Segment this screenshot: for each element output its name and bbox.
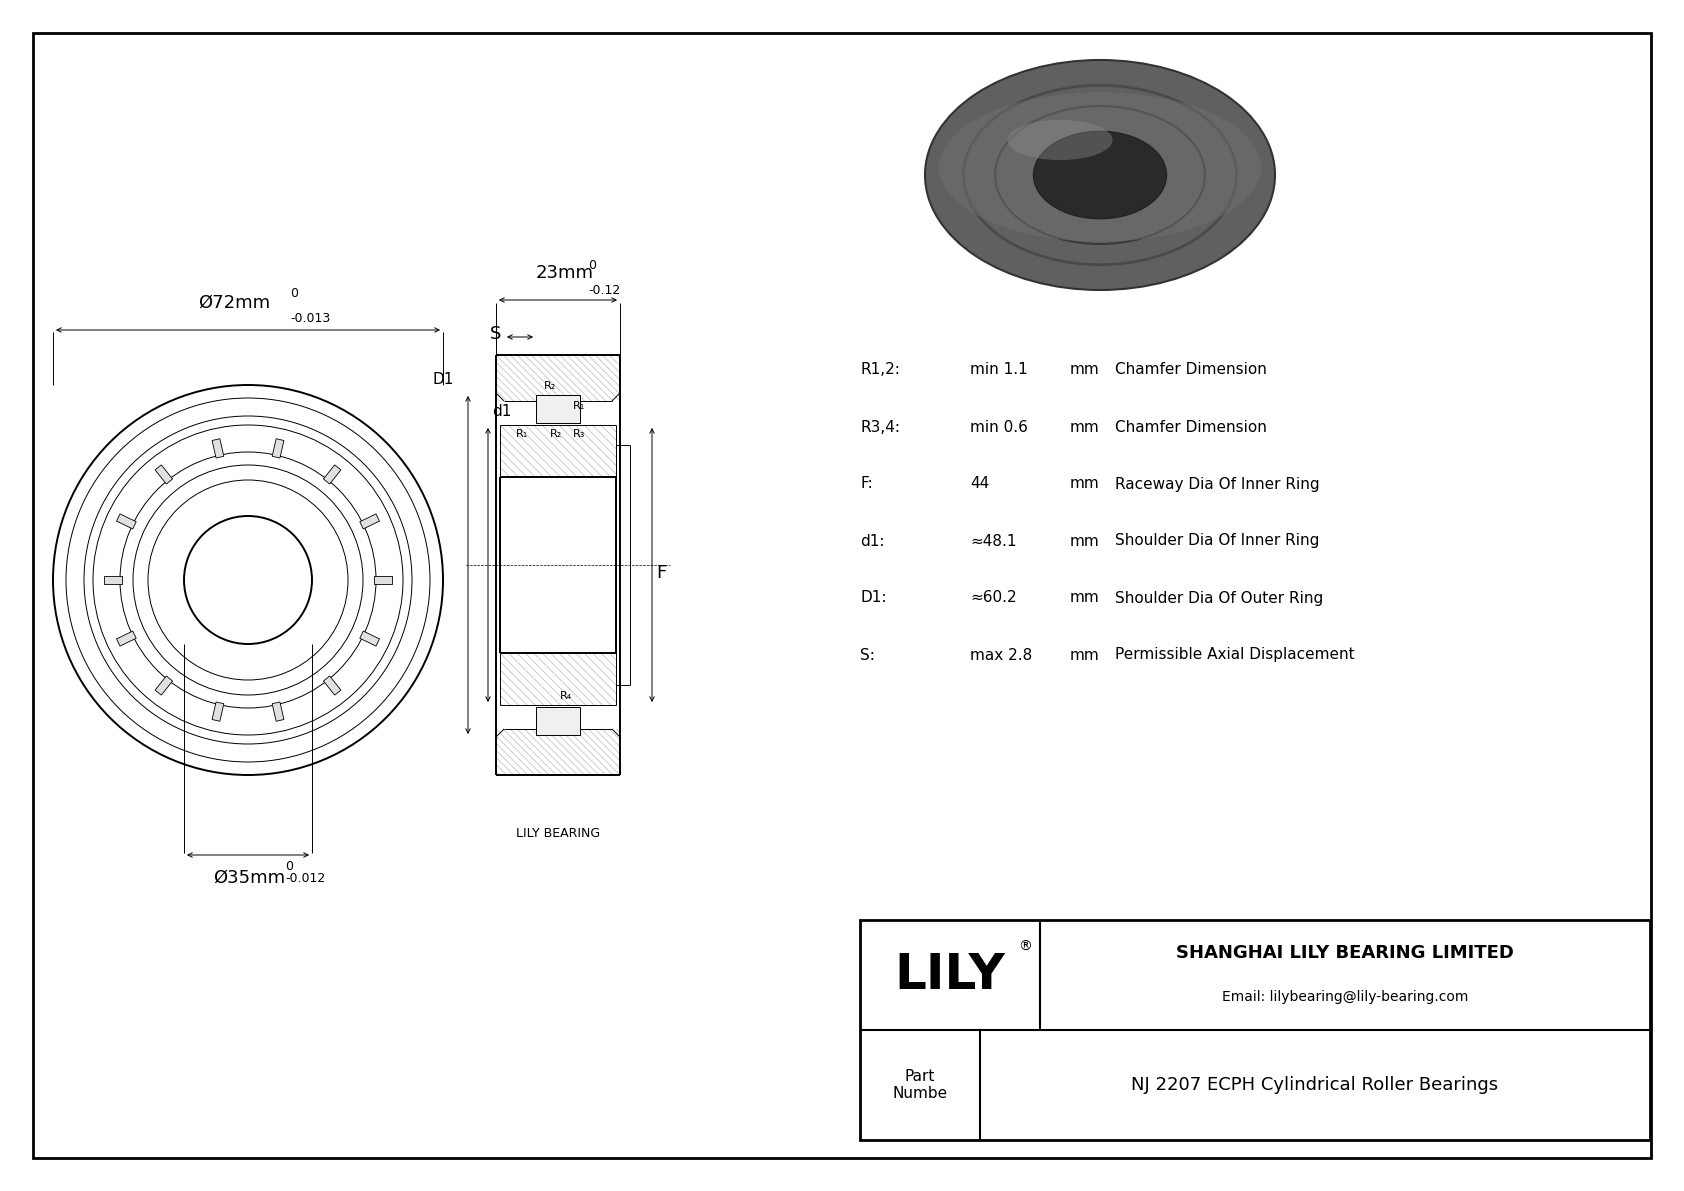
Ellipse shape <box>925 60 1275 289</box>
Text: mm: mm <box>1069 648 1100 662</box>
Text: d1:: d1: <box>861 534 884 549</box>
Polygon shape <box>360 631 379 646</box>
Text: d1: d1 <box>492 404 512 419</box>
Text: mm: mm <box>1069 362 1100 378</box>
Text: Chamfer Dimension: Chamfer Dimension <box>1115 362 1266 378</box>
Polygon shape <box>374 576 392 584</box>
Polygon shape <box>360 515 379 529</box>
Text: mm: mm <box>1069 591 1100 605</box>
Text: 44: 44 <box>970 476 989 492</box>
Text: R1,2:: R1,2: <box>861 362 899 378</box>
Polygon shape <box>116 631 136 646</box>
Text: -0.013: -0.013 <box>290 312 330 325</box>
Text: D1:: D1: <box>861 591 886 605</box>
Polygon shape <box>116 515 136 529</box>
Text: LILY: LILY <box>894 950 1005 999</box>
Text: F:: F: <box>861 476 872 492</box>
Text: ≈60.2: ≈60.2 <box>970 591 1017 605</box>
Text: Ø35mm: Ø35mm <box>212 869 285 887</box>
Text: R₃: R₃ <box>573 429 586 439</box>
Text: 0: 0 <box>290 287 298 300</box>
Polygon shape <box>155 676 172 696</box>
Text: Ø72mm: Ø72mm <box>199 294 269 312</box>
Text: Raceway Dia Of Inner Ring: Raceway Dia Of Inner Ring <box>1115 476 1320 492</box>
Polygon shape <box>155 464 172 484</box>
Text: D1: D1 <box>433 372 455 387</box>
Polygon shape <box>104 576 121 584</box>
Text: R₂: R₂ <box>544 381 556 391</box>
Text: mm: mm <box>1069 476 1100 492</box>
Text: LILY BEARING: LILY BEARING <box>515 827 600 840</box>
Text: Chamfer Dimension: Chamfer Dimension <box>1115 419 1266 435</box>
Text: min 0.6: min 0.6 <box>970 419 1027 435</box>
Text: mm: mm <box>1069 534 1100 549</box>
Polygon shape <box>212 701 224 722</box>
Text: S: S <box>490 325 502 343</box>
Polygon shape <box>323 676 340 696</box>
Text: R₁: R₁ <box>515 429 529 439</box>
Text: 0: 0 <box>285 860 293 873</box>
Text: 0: 0 <box>588 258 596 272</box>
Text: R₄: R₄ <box>561 691 573 701</box>
Text: mm: mm <box>1069 419 1100 435</box>
Polygon shape <box>323 464 340 484</box>
Text: Part
Numbe: Part Numbe <box>893 1068 948 1102</box>
Polygon shape <box>273 701 285 722</box>
Bar <box>536 395 579 423</box>
Ellipse shape <box>928 105 1271 266</box>
Text: S:: S: <box>861 648 876 662</box>
Text: R₁: R₁ <box>573 401 586 411</box>
Text: Permissible Axial Displacement: Permissible Axial Displacement <box>1115 648 1354 662</box>
Text: min 1.1: min 1.1 <box>970 362 1027 378</box>
Text: Shoulder Dia Of Outer Ring: Shoulder Dia Of Outer Ring <box>1115 591 1324 605</box>
Ellipse shape <box>1034 131 1167 219</box>
Text: NJ 2207 ECPH Cylindrical Roller Bearings: NJ 2207 ECPH Cylindrical Roller Bearings <box>1132 1075 1499 1095</box>
Ellipse shape <box>940 92 1261 242</box>
Polygon shape <box>212 438 224 459</box>
Text: -0.12: -0.12 <box>588 283 620 297</box>
Text: Shoulder Dia Of Inner Ring: Shoulder Dia Of Inner Ring <box>1115 534 1319 549</box>
Text: max 2.8: max 2.8 <box>970 648 1032 662</box>
Text: -0.012: -0.012 <box>285 872 325 885</box>
Ellipse shape <box>1007 120 1113 160</box>
Text: SHANGHAI LILY BEARING LIMITED: SHANGHAI LILY BEARING LIMITED <box>1175 944 1514 962</box>
Text: R3,4:: R3,4: <box>861 419 899 435</box>
Text: ≈48.1: ≈48.1 <box>970 534 1017 549</box>
Text: Email: lilybearing@lily-bearing.com: Email: lilybearing@lily-bearing.com <box>1223 990 1468 1004</box>
Bar <box>861 919 1650 1140</box>
Text: 23mm: 23mm <box>536 264 594 282</box>
Bar <box>536 707 579 735</box>
Text: R₂: R₂ <box>551 429 562 439</box>
Text: F: F <box>657 565 667 582</box>
Text: ®: ® <box>1019 940 1032 954</box>
Polygon shape <box>273 438 285 459</box>
